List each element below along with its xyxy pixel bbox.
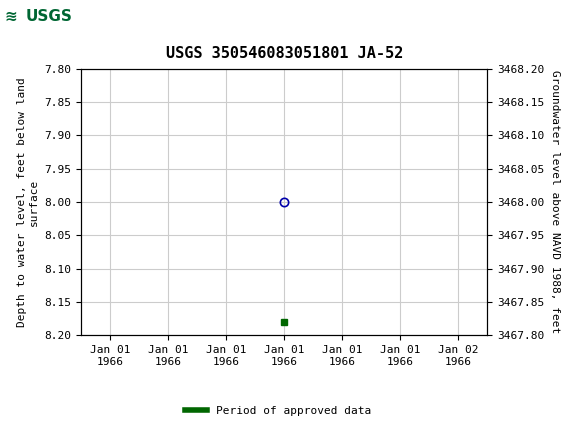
Title: USGS 350546083051801 JA-52: USGS 350546083051801 JA-52 [165,46,403,61]
Legend: Period of approved data: Period of approved data [181,401,376,420]
Text: ≋: ≋ [5,9,17,24]
Text: USGS: USGS [26,9,73,24]
Y-axis label: Groundwater level above NAVD 1988, feet: Groundwater level above NAVD 1988, feet [550,71,560,334]
Y-axis label: Depth to water level, feet below land
surface: Depth to water level, feet below land su… [17,77,39,327]
FancyBboxPatch shape [3,3,72,29]
